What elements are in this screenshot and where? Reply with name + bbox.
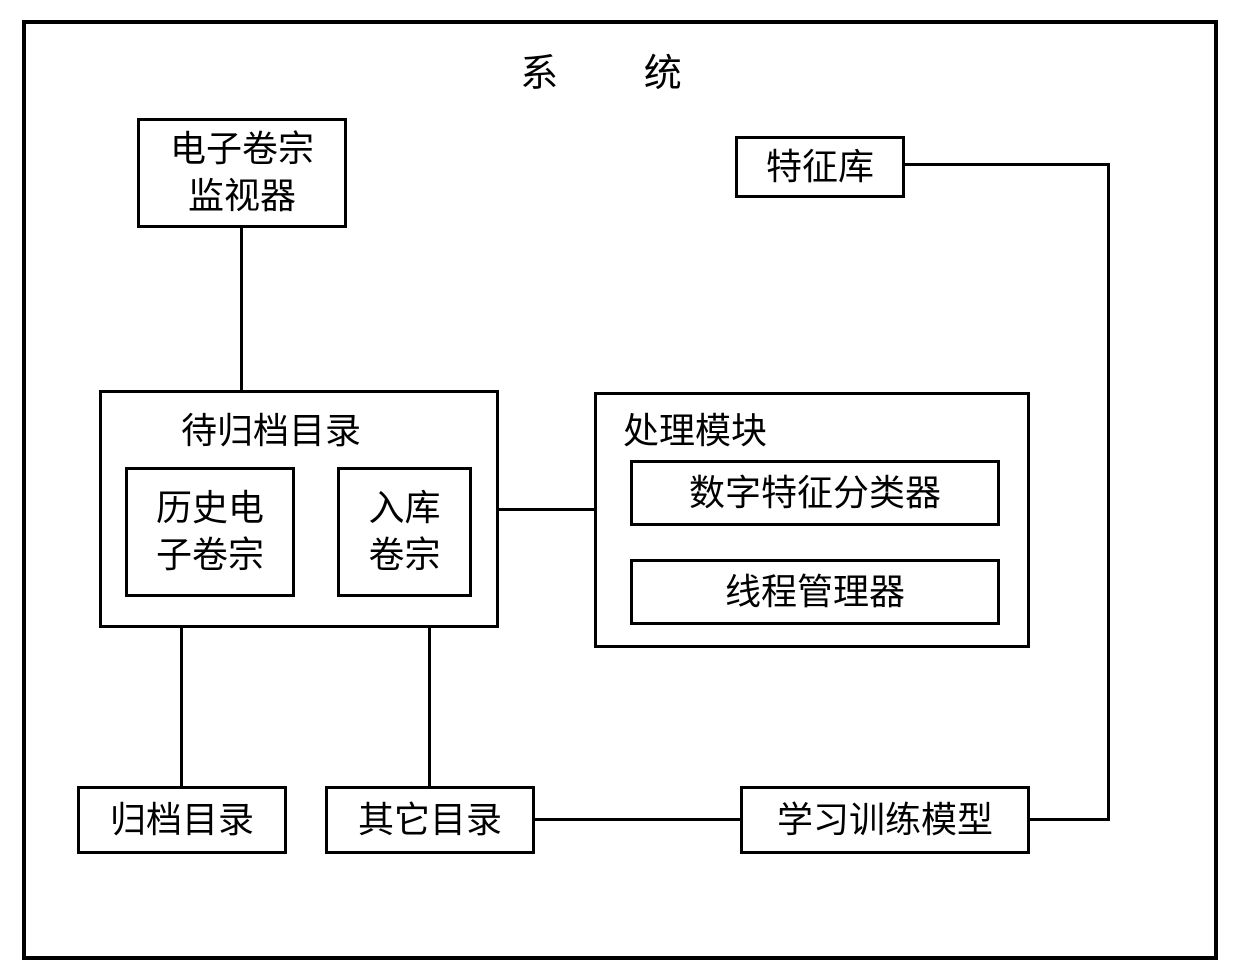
node-history-file-label: 历史电子卷宗 <box>156 485 264 579</box>
node-archive-dir: 归档目录 <box>77 786 287 854</box>
edge-other-learn <box>535 818 740 821</box>
node-feature-lib: 特征库 <box>735 136 905 198</box>
node-thread-manager-label: 线程管理器 <box>725 569 905 616</box>
node-inbound-file: 入库卷宗 <box>337 467 472 597</box>
node-learn-model-label: 学习训练模型 <box>777 797 993 844</box>
edge-pending-other <box>428 628 431 786</box>
node-other-dir-label: 其它目录 <box>358 797 502 844</box>
system-title: 系 统 <box>420 42 820 97</box>
edge-pending-archive <box>180 628 183 786</box>
node-other-dir: 其它目录 <box>325 786 535 854</box>
node-learn-model: 学习训练模型 <box>740 786 1030 854</box>
node-thread-manager: 线程管理器 <box>630 559 1000 625</box>
node-history-file: 历史电子卷宗 <box>125 467 295 597</box>
edge-learn-feature-h1 <box>1030 818 1110 821</box>
node-classifier-label: 数字特征分类器 <box>689 470 941 517</box>
node-process-module-label: 处理模块 <box>623 408 767 455</box>
node-monitor: 电子卷宗监视器 <box>137 118 347 228</box>
node-monitor-label: 电子卷宗监视器 <box>170 126 314 220</box>
node-pending-dir-label: 待归档目录 <box>181 408 361 455</box>
edge-learn-feature-h2 <box>905 163 1110 166</box>
node-classifier: 数字特征分类器 <box>630 460 1000 526</box>
node-feature-lib-label: 特征库 <box>766 144 874 191</box>
diagram-canvas: 系 统 电子卷宗监视器 特征库 待归档目录 历史电子卷宗 入库卷宗 处理模块 数… <box>0 0 1240 980</box>
node-inbound-file-label: 入库卷宗 <box>368 485 440 579</box>
edge-monitor-pending <box>240 228 243 390</box>
node-archive-dir-label: 归档目录 <box>110 797 254 844</box>
edge-pending-process <box>499 508 594 511</box>
edge-learn-feature-v <box>1107 163 1110 821</box>
